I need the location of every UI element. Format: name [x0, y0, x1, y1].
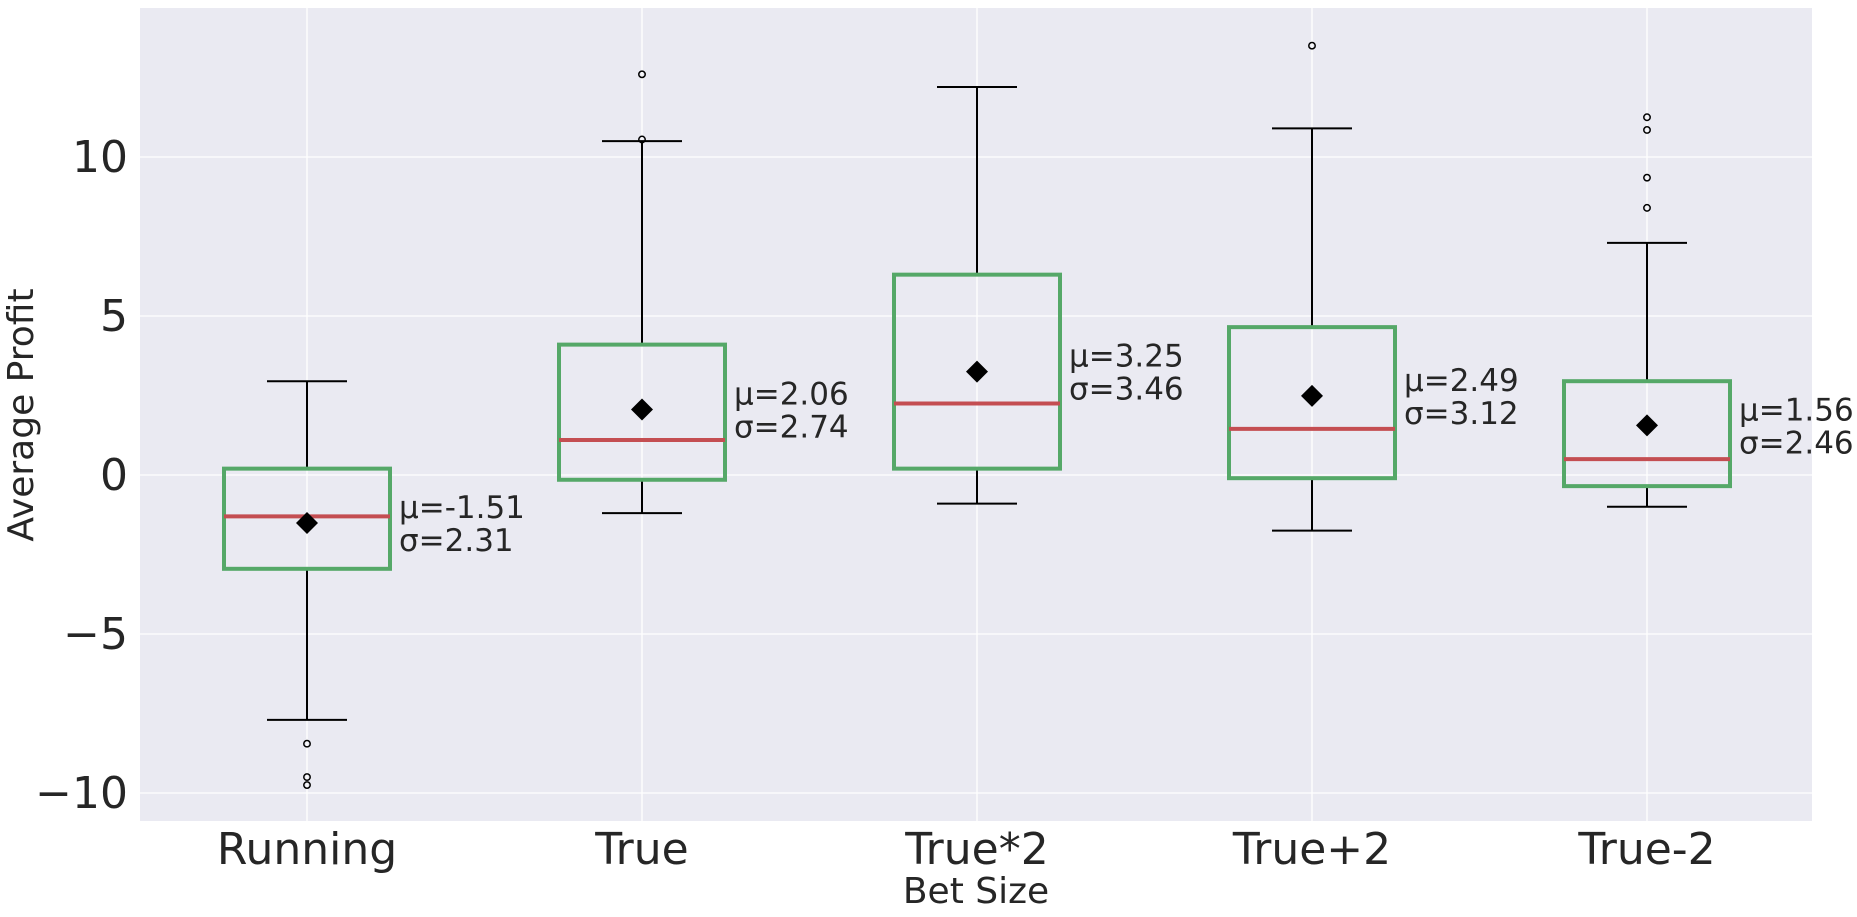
x-tick-label: True [594, 824, 688, 875]
y-tick-label: 10 [72, 132, 128, 183]
box-group: μ=2.49σ=3.12 [1227, 41, 1519, 532]
outlier-point [638, 135, 646, 144]
outlier-point [1643, 126, 1651, 134]
y-axis-label: Average Profit [1, 288, 42, 541]
outlier-point [1643, 173, 1651, 182]
iqr-box [222, 466, 392, 571]
outlier-point [303, 781, 311, 789]
std-annotation: σ=3.46 [1069, 372, 1184, 408]
y-tick-label: −5 [63, 609, 128, 660]
box-group: μ=2.06σ=2.74 [557, 70, 849, 515]
y-tick-label: 0 [100, 450, 128, 501]
std-annotation: σ=2.46 [1739, 425, 1854, 461]
mean-marker [631, 398, 653, 421]
box-layer: μ=-1.51σ=2.31μ=2.06σ=2.74μ=3.25σ=3.46 μ=2… [222, 41, 1854, 789]
std-annotation: σ=2.74 [734, 409, 849, 445]
x-tick-label: Running [217, 824, 397, 875]
outlier-point [303, 773, 311, 782]
mean-annotation: μ=2.06 [734, 376, 849, 412]
x-tick-label: True-2 [1577, 824, 1715, 875]
mean-marker [1301, 384, 1323, 407]
outlier-point [1643, 113, 1651, 122]
std-annotation: σ=2.31 [399, 523, 514, 559]
outlier-point [1643, 203, 1651, 212]
std-annotation: σ=3.12 [1404, 396, 1519, 432]
box-group: μ=-1.51σ=2.31 [222, 380, 525, 789]
iqr-box [1562, 379, 1732, 489]
outlier-point [303, 739, 311, 748]
mean-annotation: μ=2.49 [1404, 363, 1519, 399]
x-tick-labels: Running True True*2 True+2 True-2 [217, 824, 1716, 875]
iqr-box [892, 272, 1062, 471]
box-group: μ=1.56σ=2.46 [1562, 113, 1854, 508]
box-group: μ=3.25σ=3.46 [892, 86, 1184, 505]
mean-marker [966, 360, 988, 383]
y-tick-label: 5 [100, 291, 128, 342]
y-tick-labels: −10 −5 0 5 10 [35, 132, 128, 819]
outlier-point [638, 70, 646, 79]
mean-annotation: μ=3.25 [1069, 339, 1184, 375]
mean-annotation: μ=1.56 [1739, 392, 1854, 428]
iqr-box [557, 342, 727, 482]
mean-marker [1636, 414, 1658, 437]
y-tick-label: −10 [35, 768, 128, 819]
x-tick-label: True*2 [904, 824, 1048, 875]
mean-marker [296, 512, 318, 535]
x-axis-label: Bet Size [903, 871, 1049, 912]
iqr-box [1227, 325, 1397, 481]
outlier-point [1308, 41, 1316, 50]
mean-annotation: μ=-1.51 [399, 490, 525, 526]
x-tick-label: True+2 [1232, 824, 1391, 875]
